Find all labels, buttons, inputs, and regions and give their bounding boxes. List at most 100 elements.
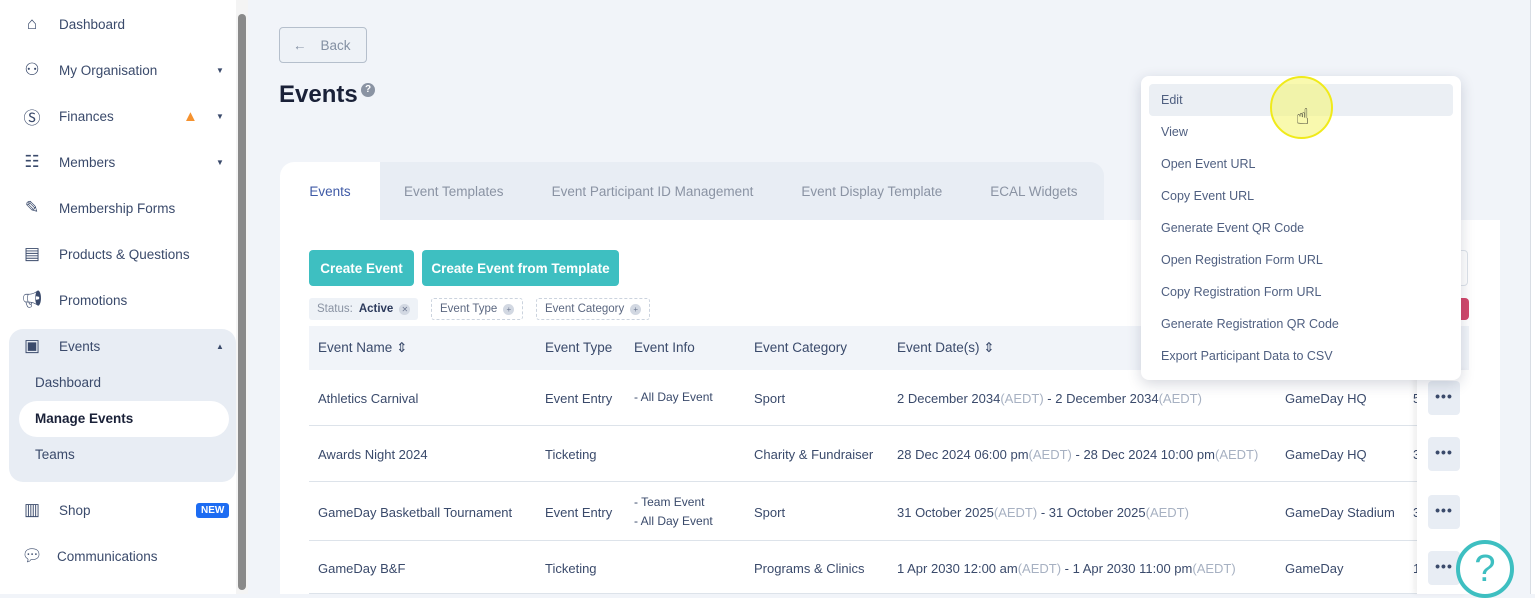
cell-event-dates: 31 October 2025(AEDT) - 31 October 2025(…	[897, 504, 1189, 520]
sidebar-item-dashboard[interactable]: ⌂ Dashboard	[0, 4, 236, 44]
sidebar-item-membership-forms[interactable]: ✎ Membership Forms	[0, 188, 236, 228]
chevron-down-icon: ▼	[216, 157, 224, 167]
table-row[interactable]	[309, 426, 1417, 482]
sidebar-sub-active-bg	[19, 401, 229, 437]
page-title: Events	[279, 81, 358, 108]
cell-venue: GameDay	[1285, 560, 1344, 576]
tabs: Events Event Templates Event Participant…	[280, 162, 1104, 220]
sidebar-item-my-organisation[interactable]: ⚇ My Organisation ▼	[0, 50, 236, 90]
tab-ecal-widgets[interactable]: ECAL Widgets	[990, 183, 1078, 199]
menu-item[interactable]: Open Registration Form URL	[1161, 253, 1323, 267]
products-icon: ▤	[23, 244, 41, 263]
cell-event-name[interactable]: GameDay B&F	[318, 560, 406, 576]
cursor-highlight	[1270, 76, 1333, 139]
sidebar-sub-dashboard[interactable]: Dashboard	[35, 375, 102, 390]
menu-item[interactable]: Generate Event QR Code	[1161, 221, 1305, 235]
cell-event-dates: 1 Apr 2030 12:00 am(AEDT) - 1 Apr 2030 1…	[897, 560, 1236, 576]
chevron-down-icon: ▼	[216, 111, 224, 121]
table-row[interactable]	[309, 482, 1417, 541]
event-type-filter[interactable]: Event Type +	[431, 298, 524, 320]
cell-event-type: Event Entry	[545, 391, 613, 406]
menu-item[interactable]: View	[1161, 125, 1188, 139]
sidebar-sub-manage-events[interactable]: Manage Events	[35, 411, 134, 426]
sidebar-item-products[interactable]: ▤ Products & Questions	[0, 234, 236, 274]
header-event-name[interactable]: Event Name ⇕	[318, 340, 408, 355]
tab-events[interactable]: Events	[280, 162, 380, 220]
create-event-button[interactable]: Create Event	[309, 250, 414, 286]
cell-venue: GameDay HQ	[1285, 447, 1367, 462]
event-category-filter[interactable]: Event Category +	[536, 298, 651, 320]
table-row[interactable]	[309, 370, 1417, 426]
calendar-icon: ▣	[23, 336, 41, 355]
more-actions-button[interactable]: •••	[1428, 494, 1460, 529]
more-actions-button[interactable]: •••	[1428, 437, 1460, 471]
cell-event-name[interactable]: Athletics Carnival	[318, 391, 419, 406]
sidebar-scrollbar[interactable]	[236, 0, 248, 594]
back-button[interactable]: ← Back	[279, 27, 367, 63]
shop-icon: ▥	[23, 500, 41, 519]
tab-event-templates[interactable]: Event Templates	[404, 183, 504, 199]
header-event-info: Event Info	[634, 340, 695, 355]
close-icon[interactable]: ✕	[399, 303, 411, 315]
sort-icon: ⇕	[396, 340, 408, 355]
cell-event-category: Sport	[754, 504, 786, 520]
arrow-left-icon: ←	[293, 37, 307, 53]
sidebar-item-communications[interactable]: 💬︎ Communications	[0, 536, 236, 576]
tab-participant-id[interactable]: Event Participant ID Management	[551, 183, 754, 199]
cell-venue: GameDay Stadium	[1285, 504, 1395, 520]
cell-event-info: - Team Event	[634, 494, 705, 509]
cell-event-name[interactable]: Awards Night 2024	[318, 447, 428, 462]
sort-icon: ⇕	[983, 340, 995, 355]
cell-event-type: Event Entry	[545, 504, 613, 520]
cell-partial: 3	[1413, 503, 1420, 522]
new-badge: NEW	[196, 502, 230, 518]
chevron-down-icon: ▼	[216, 65, 224, 75]
megaphone-icon: 📢︎	[21, 290, 43, 309]
menu-item[interactable]: Copy Event URL	[1161, 189, 1255, 203]
cell-partial: 5	[1413, 389, 1420, 408]
create-from-template-button[interactable]: Create Event from Template	[422, 250, 619, 286]
cell-event-dates: 2 December 2034(AEDT) - 2 December 2034(…	[897, 391, 1202, 406]
cell-event-category: Sport	[754, 391, 786, 406]
cell-event-type: Ticketing	[545, 447, 597, 462]
help-icon[interactable]: ?	[361, 83, 375, 97]
plus-icon: +	[630, 303, 642, 315]
more-actions-button[interactable]: •••	[1428, 550, 1460, 585]
status-filter[interactable]: Status: Active ✕	[309, 298, 419, 320]
menu-item[interactable]: Generate Registration QR Code	[1161, 317, 1339, 331]
dollar-icon: Ⓢ	[23, 108, 41, 128]
sidebar-item-shop[interactable]: ▥ Shop NEW	[0, 490, 236, 530]
sidebar-sub-teams[interactable]: Teams	[35, 447, 75, 462]
sidebar: ⌂ Dashboard ⚇ My Organisation ▼ Ⓢ Finances ▲ ▼…	[0, 0, 236, 594]
warning-icon: ▲	[183, 107, 198, 125]
sidebar-item-promotions[interactable]: 📢︎ Promotions	[0, 280, 236, 320]
tab-display-template[interactable]: Event Display Template	[801, 183, 943, 199]
header-event-category: Event Category	[754, 340, 848, 355]
members-icon: ☷	[24, 152, 40, 171]
cell-partial: 1	[1413, 559, 1420, 578]
sidebar-item-events[interactable]: ▣ Events ▲	[0, 326, 236, 366]
cell-event-category: Programs & Clinics	[754, 560, 865, 576]
plus-icon: +	[503, 303, 515, 315]
cell-event-type: Ticketing	[545, 560, 597, 576]
header-event-type: Event Type	[545, 340, 613, 355]
scrollbar-thumb[interactable]	[238, 14, 246, 590]
cell-event-info: - All Day Event	[634, 390, 713, 404]
help-button[interactable]: ?	[1456, 540, 1514, 598]
header-event-dates[interactable]: Event Date(s) ⇕	[897, 340, 995, 355]
cell-event-name[interactable]: GameDay Basketball Tournament	[318, 504, 513, 520]
menu-item[interactable]: Open Event URL	[1161, 157, 1256, 171]
sidebar-item-finances[interactable]: Ⓢ Finances ▲ ▼	[0, 96, 236, 136]
cell-event-category: Charity & Fundraiser	[754, 447, 874, 462]
cell-event-dates: 28 Dec 2024 06:00 pm(AEDT) - 28 Dec 2024…	[897, 447, 1259, 462]
more-actions-button[interactable]: •••	[1428, 381, 1460, 415]
cell-partial: 3	[1413, 445, 1420, 464]
sidebar-item-members[interactable]: ☷ Members ▼	[0, 142, 236, 182]
hand-cursor-icon: ☝︎	[1296, 104, 1310, 129]
menu-item[interactable]: Copy Registration Form URL	[1161, 285, 1322, 299]
chat-icon: 💬︎	[21, 546, 43, 565]
form-icon: ✎	[24, 198, 40, 217]
home-icon: ⌂	[26, 14, 38, 33]
menu-item[interactable]: Export Participant Data to CSV	[1161, 349, 1333, 363]
cell-event-info: - All Day Event	[634, 513, 713, 528]
